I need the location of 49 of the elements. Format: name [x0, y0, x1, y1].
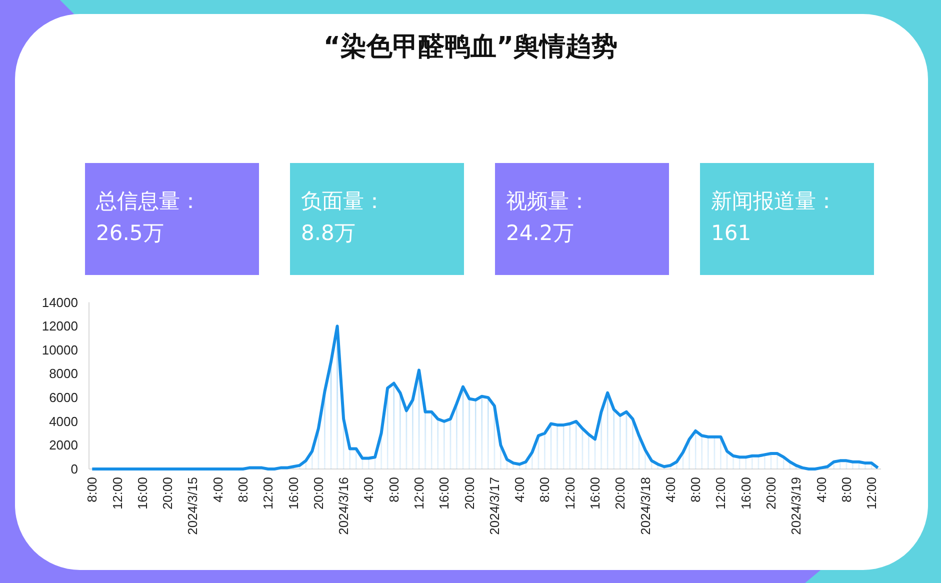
x-tick-label: 12:00: [713, 477, 728, 510]
x-tick-label: 4:00: [512, 477, 528, 502]
x-tick-label: 2024/3/19: [788, 477, 804, 535]
x-tick-label: 16:00: [134, 477, 150, 510]
x-tick-label: 20:00: [612, 477, 628, 510]
y-tick-label: 0: [70, 462, 78, 476]
x-tick-label: 12:00: [412, 477, 426, 510]
x-tick-label: 8:00: [84, 477, 100, 502]
x-tick-label: 16:00: [588, 477, 602, 510]
x-tick-label: 20:00: [160, 477, 176, 510]
x-tick-label: 12:00: [110, 477, 125, 510]
x-tick-label: 12:00: [562, 477, 578, 510]
text: 总信息量：: [96, 188, 201, 215]
x-tick-label: 8:00: [838, 477, 854, 502]
y-tick-label: 2000: [49, 438, 78, 453]
x-tick-label: 4:00: [662, 477, 678, 502]
x-tick-label: 16:00: [436, 477, 452, 510]
x-tick-label: 20:00: [764, 477, 778, 510]
x-tick-label: 4:00: [210, 477, 226, 502]
text: 26.5万: [96, 220, 164, 247]
chart-title: “染色甲醛鸭血”舆情趋势: [322, 31, 619, 64]
y-tick-label: 4000: [49, 414, 78, 429]
x-tick-label: 8:00: [236, 477, 250, 502]
y-tick-label: 14000: [42, 294, 78, 310]
x-tick-label: 16:00: [738, 477, 754, 510]
text: 24.2万: [506, 220, 574, 247]
x-tick-label: 20:00: [462, 477, 477, 510]
x-tick-label: 12:00: [864, 477, 880, 510]
x-tick-label: 8:00: [386, 477, 402, 502]
y-tick-label: 12000: [42, 318, 78, 334]
y-tick-label: 6000: [49, 390, 78, 406]
text: 8.8万: [301, 220, 356, 247]
x-tick-label: 16:00: [286, 477, 301, 510]
y-tick-label: 10000: [42, 342, 78, 358]
y-tick-label: 8000: [49, 366, 78, 382]
x-tick-label: 2024/3/18: [638, 477, 653, 535]
x-tick-label: 8:00: [688, 477, 704, 502]
x-tick-label: 2024/3/15: [185, 477, 200, 535]
x-tick-label: 4:00: [814, 477, 829, 502]
x-tick-label: 4:00: [361, 477, 376, 502]
x-tick-label: 2024/3/17: [486, 477, 502, 535]
x-tick-label: 20:00: [310, 477, 326, 510]
text: 新闻报道量：: [711, 188, 837, 215]
x-tick-label: 2024/3/16: [336, 477, 352, 535]
text: 161: [711, 220, 752, 247]
text: 负面量：: [301, 188, 385, 215]
x-tick-label: 8:00: [537, 477, 552, 502]
text: 视频量：: [506, 188, 590, 215]
x-tick-label: 12:00: [260, 477, 276, 510]
